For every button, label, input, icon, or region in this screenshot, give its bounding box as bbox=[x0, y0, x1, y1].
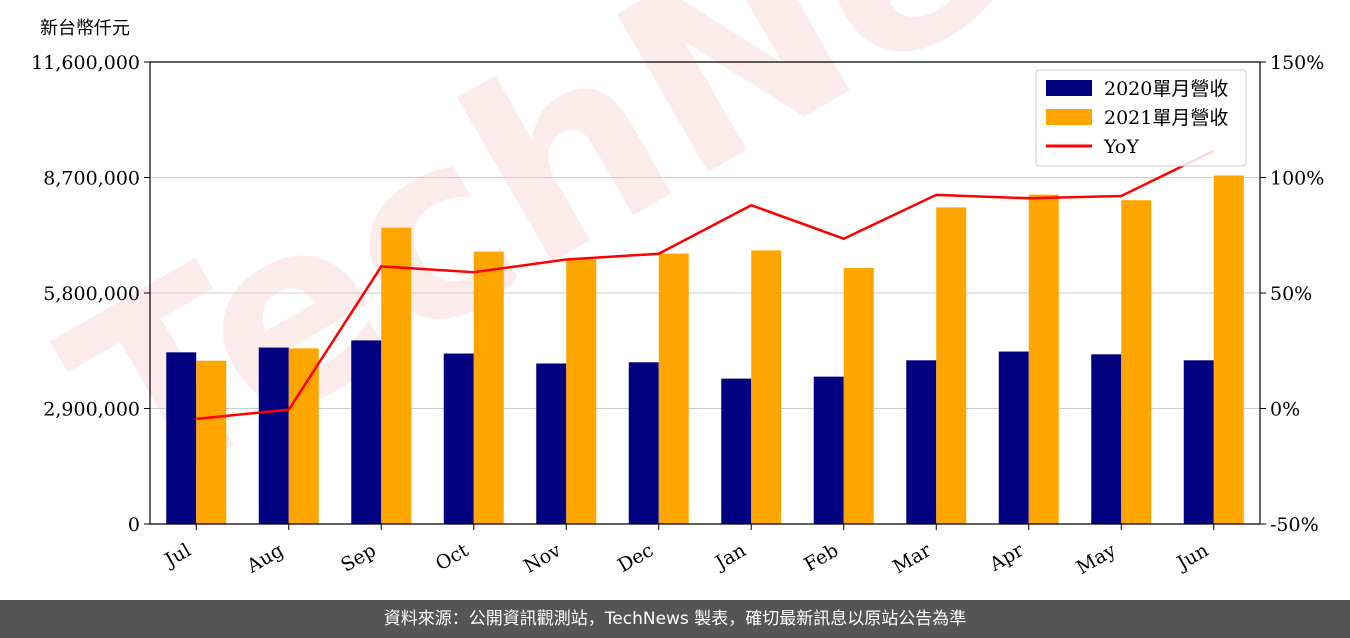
legend-swatch bbox=[1046, 80, 1092, 96]
left-tick-label: 11,600,000 bbox=[31, 52, 140, 74]
legend-label: YoY bbox=[1103, 136, 1139, 158]
bar-2020-may bbox=[1091, 354, 1122, 524]
bar-2021-nov bbox=[566, 259, 597, 524]
right-tick-label: 100% bbox=[1270, 168, 1324, 190]
bar-2020-feb bbox=[813, 376, 844, 524]
bar-2021-jun bbox=[1213, 175, 1244, 525]
x-tick-label-apr: Apr bbox=[985, 539, 1028, 576]
grid bbox=[150, 177, 1260, 409]
bar-2021-may bbox=[1121, 200, 1152, 524]
right-tick-label: 0% bbox=[1270, 399, 1300, 421]
left-tick-label: 0 bbox=[128, 514, 140, 536]
x-tick-label-mar: Mar bbox=[889, 539, 935, 578]
bar-2021-jan bbox=[751, 250, 782, 525]
x-tick-label-jun: Jun bbox=[1172, 539, 1213, 575]
bar-2020-jul bbox=[166, 352, 197, 524]
legend: 2020單月營收 2021單月營收 YoY bbox=[1035, 69, 1247, 167]
bar-2020-mar bbox=[906, 360, 937, 524]
footer-source: 資料來源：公開資訊觀測站，TechNews 製表，確切最新訊息以原站公告為準 bbox=[0, 600, 1350, 638]
bar-2020-aug bbox=[258, 347, 289, 524]
x-tick-label-feb: Feb bbox=[800, 539, 842, 576]
legend-swatch bbox=[1046, 109, 1092, 125]
x-tick-label-sep: Sep bbox=[337, 539, 380, 576]
bar-2020-nov bbox=[536, 363, 567, 524]
bar-2020-jan bbox=[721, 378, 752, 524]
right-tick-label: 50% bbox=[1270, 283, 1312, 305]
bar-2021-sep bbox=[381, 227, 412, 525]
y-unit-label: 新台幣仟元 bbox=[40, 18, 130, 39]
left-tick-label: 8,700,000 bbox=[43, 168, 140, 190]
x-tick-label-nov: Nov bbox=[520, 539, 565, 578]
x-tick-label-may: May bbox=[1073, 539, 1120, 579]
legend-label: 2020單月營收 bbox=[1104, 78, 1228, 100]
right-tick-label: 150% bbox=[1270, 52, 1324, 74]
bar-2020-dec bbox=[628, 362, 659, 524]
yoy-line bbox=[196, 149, 1215, 421]
left-tick-label: 2,900,000 bbox=[43, 399, 140, 421]
bar-2021-aug bbox=[288, 348, 319, 524]
legend-label: 2021單月營收 bbox=[1104, 107, 1228, 129]
chart: TechNews 02,900,0005,800,0008,700,00011,… bbox=[24, 0, 1350, 579]
x-tick-label-jan: Jan bbox=[710, 539, 750, 575]
bars bbox=[166, 175, 1244, 525]
bar-2020-jun bbox=[1183, 360, 1214, 524]
right-tick-label: -50% bbox=[1270, 514, 1319, 536]
x-tick-label-dec: Dec bbox=[614, 539, 657, 577]
x-tick-label-aug: Aug bbox=[242, 539, 287, 578]
bar-2020-sep bbox=[351, 340, 382, 524]
bar-2020-oct bbox=[443, 353, 474, 524]
x-tick-label-oct: Oct bbox=[432, 539, 473, 575]
bar-2021-mar bbox=[936, 207, 967, 524]
left-tick-label: 5,800,000 bbox=[43, 283, 140, 305]
bar-2021-apr bbox=[1028, 194, 1059, 524]
bar-2021-jul bbox=[196, 360, 227, 524]
yoy-line-layer bbox=[196, 149, 1215, 421]
bar-2021-dec bbox=[658, 253, 689, 525]
bar-2020-apr bbox=[998, 351, 1029, 524]
bar-2021-oct bbox=[473, 251, 504, 524]
bar-2021-feb bbox=[843, 267, 874, 524]
